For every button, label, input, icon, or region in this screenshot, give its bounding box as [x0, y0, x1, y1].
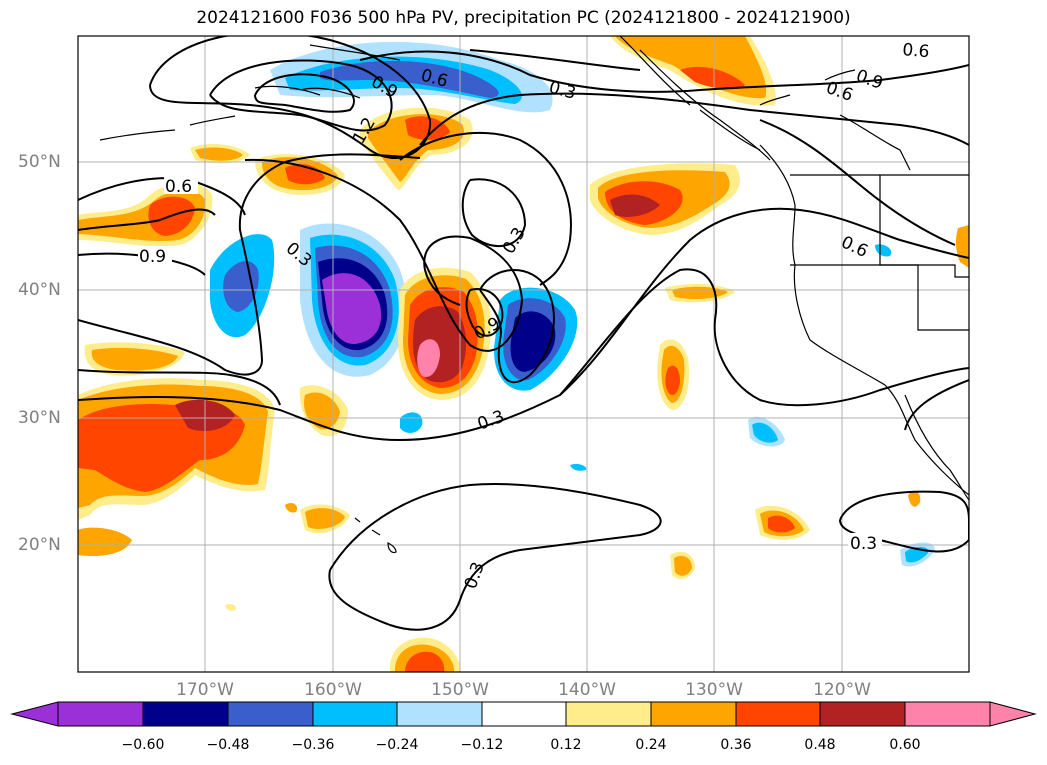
colorbar-tick-label: 0.24 — [635, 737, 667, 753]
contour-label: 0.9 — [139, 247, 166, 267]
lat-label-40n: 40°N — [18, 280, 61, 300]
colorbar-tick-label: −0.36 — [291, 737, 335, 753]
colorbar-swatch — [396, 701, 483, 727]
lat-label-30n: 30°N — [18, 408, 61, 428]
colorbar-swatch — [57, 701, 144, 727]
colorbar-swatch — [819, 701, 906, 727]
colorbar-tick-label: −0.60 — [121, 737, 165, 753]
colorbar-swatch — [650, 701, 737, 727]
colorbar-min-arrow — [10, 701, 59, 727]
colorbar-tick-label: −0.12 — [460, 737, 504, 753]
colorbar-max-arrow — [989, 701, 1037, 727]
colorbar-tick-label: 0.36 — [720, 737, 752, 753]
coastlines — [99, 36, 969, 554]
contour-label: 0.6 — [902, 40, 931, 62]
colorbar-tick-label: −0.48 — [206, 737, 250, 753]
lon-label-150w: 150°W — [431, 680, 489, 700]
lon-label-160w: 160°W — [304, 680, 362, 700]
colorbar-tick-label: 0.48 — [804, 737, 836, 753]
colorbar-swatch — [565, 701, 652, 727]
lat-label-50n: 50°N — [18, 152, 61, 172]
colorbar-tick-label: 0.60 — [889, 737, 921, 753]
colorbar-swatch — [904, 701, 991, 727]
lon-label-140w: 140°W — [558, 680, 616, 700]
colorbar-swatch — [481, 701, 567, 727]
colorbar — [10, 701, 1037, 727]
colorbar-swatch — [227, 701, 314, 727]
contour-label: 0.6 — [165, 177, 192, 197]
lon-label-120w: 120°W — [813, 680, 871, 700]
map-title: 2024121600 F036 500 hPa PV, precipitatio… — [196, 8, 851, 28]
contour-label: 0.3 — [850, 534, 877, 554]
colorbar-tick-label: 0.12 — [550, 737, 582, 753]
colorbar-swatch — [142, 701, 229, 727]
gridlines — [78, 36, 969, 672]
lon-label-170w: 170°W — [176, 680, 234, 700]
lon-label-130w: 130°W — [685, 680, 743, 700]
colorbar-swatch — [312, 701, 398, 727]
positive-anomaly-fields — [78, 36, 969, 672]
map-canvas: 0.6 0.9 0.3 0.9 1.2 0.3 0.6 0.6 0.9 0.6 … — [78, 36, 969, 672]
pv-contours — [78, 36, 969, 631]
lat-label-20n: 20°N — [18, 535, 61, 555]
colorbar-swatch — [735, 701, 821, 727]
map-frame — [77, 35, 970, 673]
colorbar-tick-label: −0.24 — [375, 737, 419, 753]
